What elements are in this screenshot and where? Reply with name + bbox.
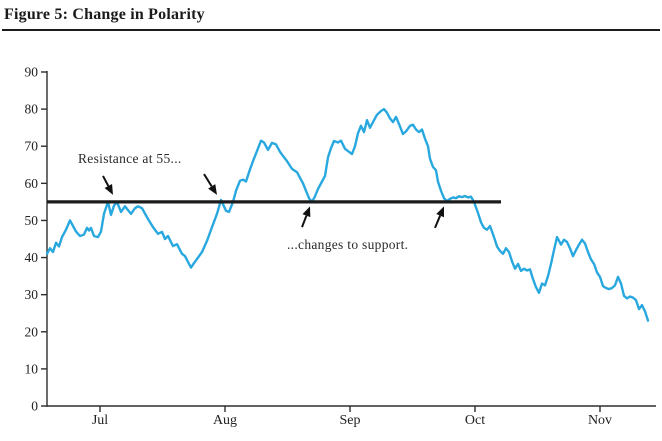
arrow-head: [208, 184, 217, 195]
arrow-head: [302, 206, 311, 218]
x-tick-label: Sep: [340, 413, 361, 428]
y-tick-label: 60: [25, 176, 39, 191]
y-tick-label: 50: [25, 213, 39, 228]
y-axis: 0 10 20 30 40 50 60 70 80 90: [25, 65, 48, 414]
y-tick-label: 10: [25, 361, 39, 376]
arrow-head: [436, 206, 445, 218]
y-tick-label: 20: [25, 324, 39, 339]
annotation-support-label: ...changes to support.: [287, 237, 409, 253]
x-tick-label: Oct: [465, 413, 485, 428]
y-tick-label: 70: [25, 139, 39, 154]
price-line: [45, 107, 650, 322]
x-axis: Jul Aug Sep Oct Nov: [46, 405, 656, 428]
y-tick-label: 0: [31, 399, 38, 414]
arrow-shaft: [203, 173, 213, 187]
arrow-shaft: [102, 175, 110, 187]
y-tick-label: 80: [25, 102, 39, 117]
arrow-shaft: [434, 215, 442, 229]
y-tick-label: 40: [25, 250, 39, 265]
title-rule: [2, 29, 660, 31]
x-tick-label: Aug: [213, 413, 237, 428]
arrow-shaft: [301, 215, 308, 228]
x-tick-label: Jul: [92, 413, 108, 428]
annotation-resistance-label: Resistance at 55...: [78, 151, 182, 167]
y-tick-label: 30: [25, 287, 39, 302]
x-tick-label: Nov: [588, 413, 612, 428]
arrow-head: [104, 184, 113, 195]
figure-title: Figure 5: Change in Polarity: [4, 6, 205, 23]
annotation-arrows: [102, 173, 445, 229]
y-tick-label: 90: [25, 65, 39, 80]
